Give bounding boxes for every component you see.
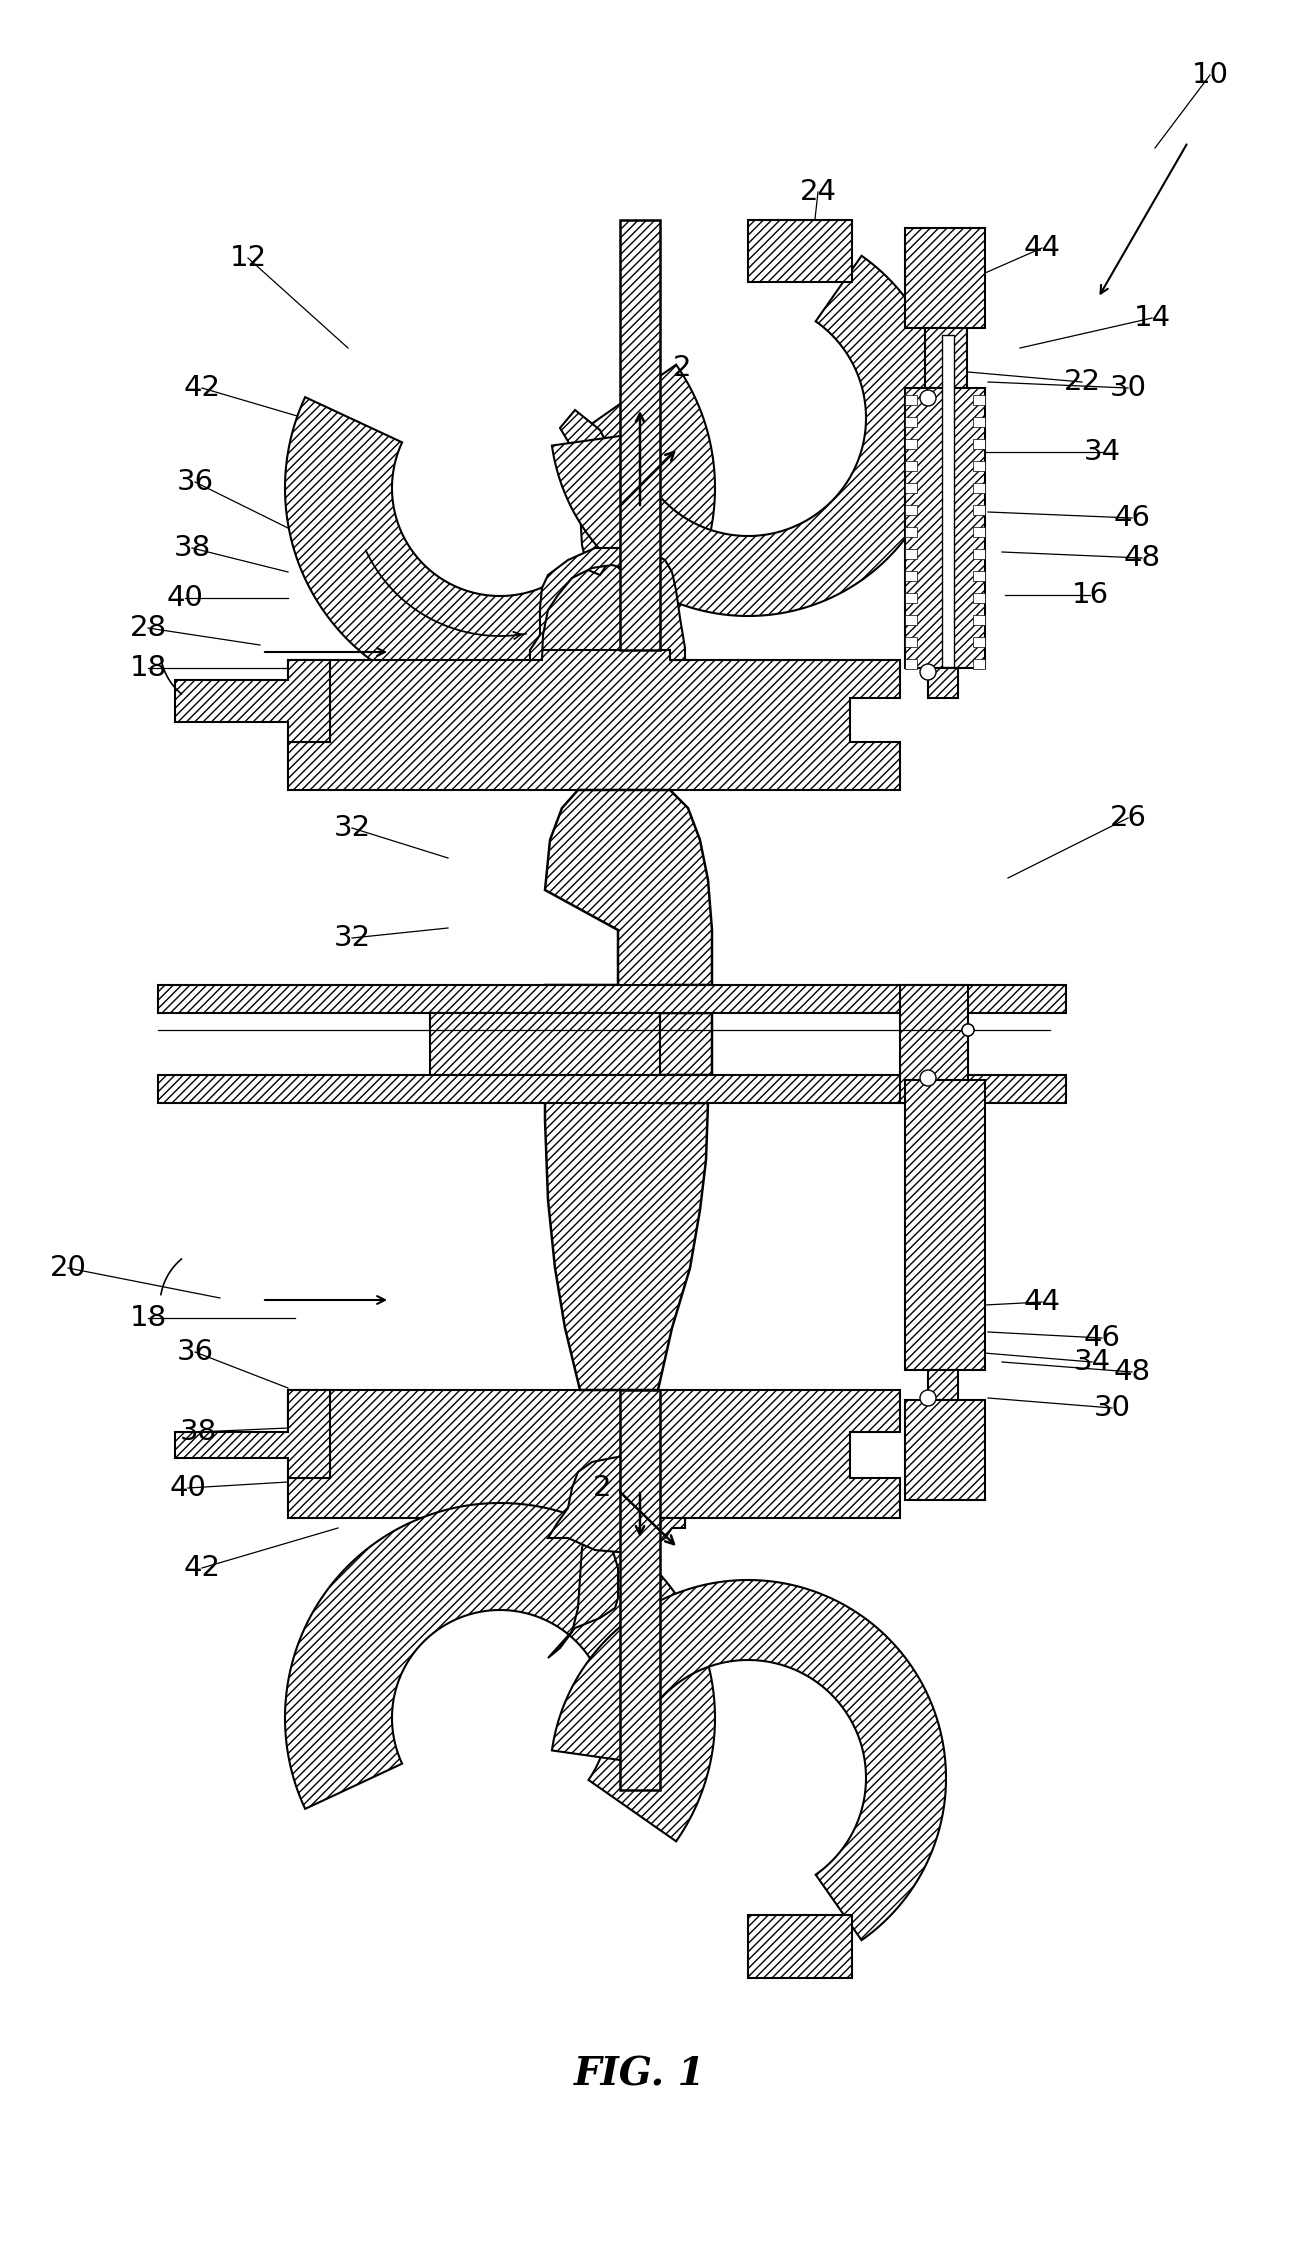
Text: 32: 32 (333, 813, 370, 843)
Bar (942, 334, 954, 668)
Polygon shape (548, 1454, 685, 1553)
Bar (157, 1076, 1065, 1103)
Text: 18: 18 (130, 1304, 167, 1331)
Polygon shape (544, 791, 712, 1389)
Text: 42: 42 (184, 1553, 220, 1582)
Bar (974, 571, 985, 580)
Text: 46: 46 (1114, 504, 1151, 531)
Text: 32: 32 (333, 923, 370, 952)
Bar (974, 594, 985, 603)
Polygon shape (552, 1580, 946, 1941)
Bar (905, 439, 917, 448)
Circle shape (920, 663, 935, 679)
Bar (157, 986, 1065, 1013)
Text: 14: 14 (1134, 305, 1170, 332)
Bar (905, 484, 917, 493)
Text: 28: 28 (130, 614, 167, 641)
Text: 24: 24 (799, 177, 837, 206)
Text: 10: 10 (1191, 61, 1228, 90)
Circle shape (920, 1389, 935, 1405)
Bar (925, 327, 967, 388)
Bar (974, 462, 985, 471)
Polygon shape (560, 410, 618, 576)
Bar (621, 1389, 660, 1791)
Bar (974, 527, 985, 538)
Bar (905, 1080, 985, 1369)
Text: 22: 22 (1064, 368, 1101, 397)
Bar (905, 549, 917, 558)
Bar (900, 986, 968, 1103)
Circle shape (962, 1024, 974, 1035)
Bar (905, 394, 917, 406)
Text: 18: 18 (130, 654, 167, 681)
Bar (621, 220, 660, 650)
Bar (974, 549, 985, 558)
Bar (905, 388, 985, 668)
Bar (905, 417, 917, 428)
Bar (905, 571, 917, 580)
Text: 44: 44 (1023, 233, 1060, 262)
Text: 38: 38 (180, 1419, 216, 1445)
Text: 2: 2 (593, 1475, 611, 1501)
Text: 34: 34 (1073, 1349, 1110, 1376)
Text: FIG. 1: FIG. 1 (575, 2055, 706, 2093)
Bar (928, 668, 958, 697)
Bar (974, 504, 985, 515)
Bar (974, 636, 985, 648)
Bar (905, 614, 917, 625)
Text: 30: 30 (1110, 374, 1147, 401)
Text: 36: 36 (176, 468, 214, 495)
Text: 48: 48 (1123, 545, 1161, 571)
Circle shape (920, 390, 935, 406)
Bar (974, 659, 985, 670)
Circle shape (962, 1024, 974, 1035)
Polygon shape (174, 661, 331, 742)
Polygon shape (285, 1504, 715, 1842)
Bar (905, 462, 917, 471)
Text: 40: 40 (167, 585, 203, 612)
Bar (974, 439, 985, 448)
Bar (905, 594, 917, 603)
Bar (905, 1401, 985, 1499)
Text: 48: 48 (1114, 1358, 1151, 1385)
Text: 34: 34 (1084, 437, 1120, 466)
Text: 30: 30 (1093, 1394, 1131, 1423)
Polygon shape (530, 549, 685, 661)
Text: 2: 2 (673, 354, 691, 381)
Bar (905, 504, 917, 515)
Polygon shape (285, 365, 715, 704)
Bar (974, 614, 985, 625)
Polygon shape (748, 1916, 851, 1979)
Bar (905, 636, 917, 648)
Text: 46: 46 (1084, 1324, 1120, 1351)
Bar (974, 417, 985, 428)
Text: 16: 16 (1072, 580, 1109, 610)
Text: 44: 44 (1023, 1289, 1060, 1315)
Bar (905, 527, 917, 538)
Text: 40: 40 (169, 1475, 206, 1501)
Polygon shape (174, 1389, 331, 1479)
Text: 36: 36 (176, 1338, 214, 1367)
Text: 38: 38 (173, 533, 211, 562)
Bar (974, 484, 985, 493)
Text: 26: 26 (1110, 805, 1147, 831)
Polygon shape (552, 255, 946, 616)
Bar (974, 394, 985, 406)
Bar (928, 1369, 958, 1401)
Bar (430, 1013, 660, 1076)
Bar (905, 659, 917, 670)
Bar (905, 229, 985, 327)
Polygon shape (748, 220, 851, 282)
Polygon shape (289, 1389, 900, 1517)
Text: 12: 12 (230, 244, 266, 271)
Polygon shape (289, 650, 900, 791)
Circle shape (920, 1069, 935, 1087)
Text: 42: 42 (184, 374, 220, 401)
Text: 20: 20 (50, 1255, 87, 1282)
Polygon shape (548, 1528, 618, 1658)
